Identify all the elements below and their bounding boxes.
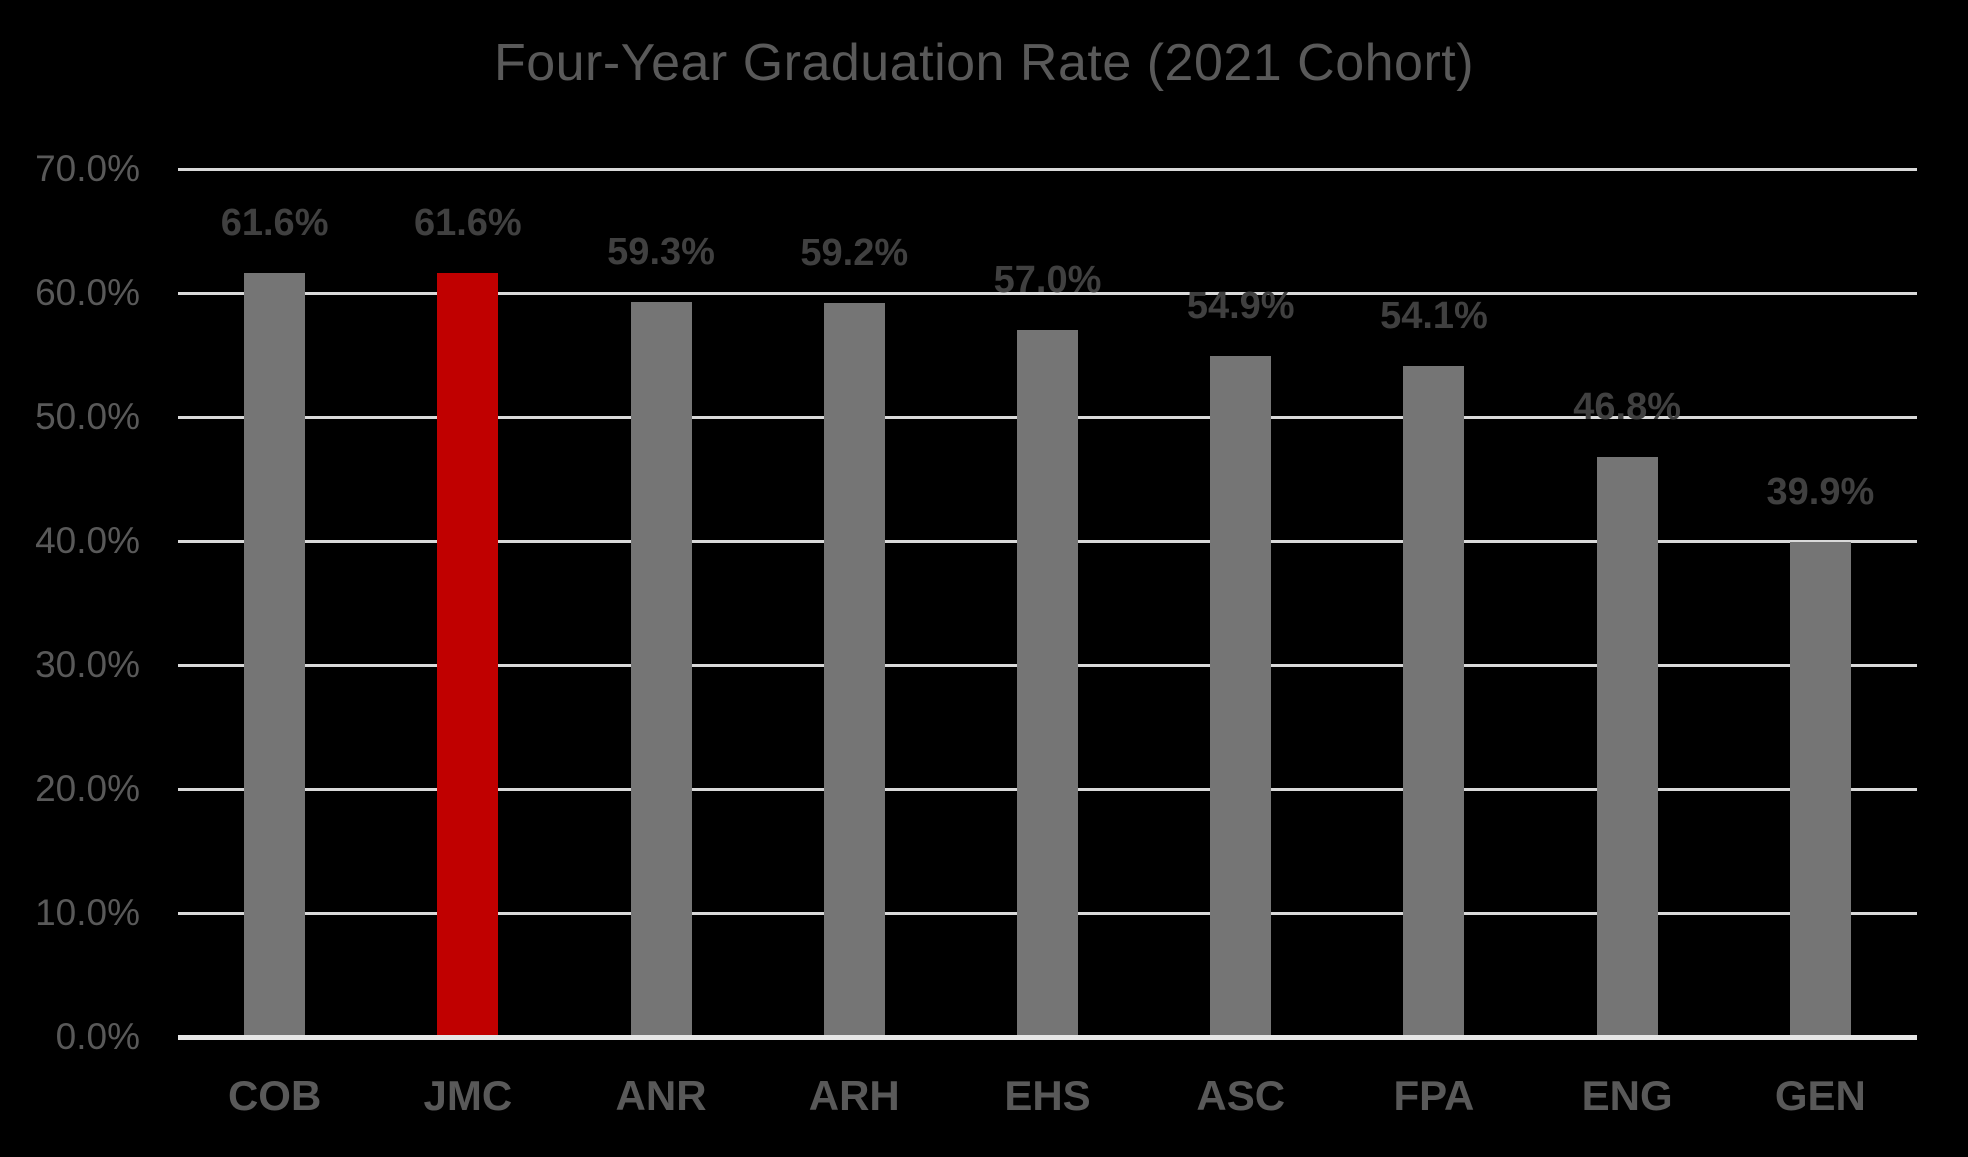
- chart-title: Four-Year Graduation Rate (2021 Cohort): [493, 34, 1475, 92]
- data-label-arh: 59.2%: [800, 231, 909, 274]
- x-axis-category-label-fpa: FPA: [1393, 1072, 1475, 1119]
- gridline-70: [178, 167, 1917, 171]
- bar-anr: [630, 301, 692, 1037]
- data-label-cob: 61.6%: [220, 202, 329, 245]
- x-axis-line: [178, 1034, 1917, 1040]
- y-axis-tick-label-10: 10.0%: [35, 892, 140, 933]
- x-axis-category-label-anr: ANR: [615, 1072, 707, 1119]
- data-label-fpa: 54.1%: [1380, 295, 1488, 338]
- bar-asc: [1210, 356, 1272, 1037]
- bar-jmc: [437, 273, 499, 1037]
- data-label-ehs: 57.0%: [993, 259, 1102, 302]
- data-label-gen: 39.9%: [1766, 471, 1875, 514]
- data-label-anr: 59.3%: [607, 230, 715, 273]
- x-axis-category-label-arh: ARH: [808, 1072, 900, 1119]
- y-axis-tick-label-70: 70.0%: [35, 148, 140, 189]
- bar-eng: [1596, 456, 1658, 1037]
- data-label-asc: 54.9%: [1186, 285, 1295, 328]
- y-axis-tick-label-30: 30.0%: [35, 644, 140, 685]
- x-axis-category-label-jmc: JMC: [423, 1072, 513, 1119]
- data-label-eng: 46.8%: [1573, 385, 1682, 428]
- bar-cob: [244, 273, 306, 1037]
- x-axis-category-label-gen: GEN: [1774, 1072, 1866, 1119]
- bar-gen: [1789, 542, 1851, 1037]
- y-axis-tick-label-60: 60.0%: [35, 272, 140, 313]
- bar-ehs: [1017, 330, 1078, 1037]
- y-axis-tick-label-20: 20.0%: [35, 768, 140, 809]
- x-axis-category-label-cob: COB: [227, 1072, 322, 1119]
- x-axis-category-label-eng: ENG: [1581, 1072, 1673, 1119]
- x-axis-category-label-ehs: EHS: [1004, 1072, 1091, 1119]
- y-axis-tick-label-0: 0.0%: [55, 1016, 140, 1057]
- x-axis-category-label-asc: ASC: [1196, 1072, 1286, 1119]
- y-axis-tick-label-40: 40.0%: [35, 520, 140, 561]
- bar-arh: [823, 302, 885, 1037]
- bar-fpa: [1403, 366, 1465, 1037]
- y-axis-tick-label-50: 50.0%: [35, 396, 140, 437]
- data-label-jmc: 61.6%: [413, 202, 522, 245]
- gridline-60: [178, 291, 1917, 295]
